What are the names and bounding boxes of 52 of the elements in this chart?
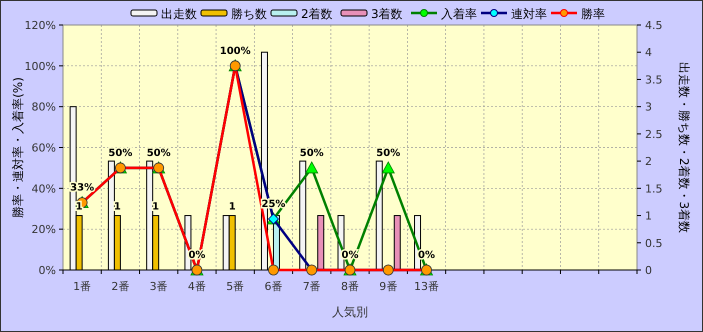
- data-label: 50%: [108, 148, 132, 159]
- y-tick-label: 100%: [24, 60, 56, 73]
- data-label: 100%: [220, 46, 251, 57]
- y2-tick-label: 1.5: [645, 182, 662, 196]
- x-tick-label: 7番: [302, 280, 321, 293]
- x-tick-label: 2番: [111, 280, 130, 293]
- y2-tick-label: 4.5: [645, 19, 662, 32]
- x-tick-label: 3番: [150, 280, 168, 293]
- x-tick-label: 1番: [73, 280, 92, 293]
- bar: [376, 160, 383, 270]
- legend-label: 3着数: [371, 7, 403, 21]
- x-tick-label: 4番: [188, 280, 206, 293]
- legend-label: 出走数: [161, 7, 197, 21]
- bar: [394, 215, 401, 270]
- y-tick-label: 60%: [32, 142, 56, 154]
- legend-label: 勝ち数: [231, 7, 267, 21]
- legend-label: 連対率: [511, 7, 547, 21]
- data-label: 1: [228, 202, 236, 213]
- x-tick-label: 5番: [226, 280, 244, 293]
- y-tick-label: 80%: [32, 100, 56, 114]
- y2-tick-label: 1: [645, 210, 652, 223]
- legend-label: 勝率: [581, 7, 605, 21]
- data-label: 1: [152, 202, 160, 213]
- point: [382, 162, 395, 174]
- y2-tick-label: 3.5: [645, 73, 662, 86]
- y2-tick-label: 0.5: [645, 236, 662, 250]
- data-label: 1: [76, 202, 83, 213]
- data-label: 50%: [376, 148, 400, 159]
- data-label: 50%: [146, 148, 171, 159]
- y2-tick-label: 2.5: [645, 128, 662, 141]
- y2-tick-label: 4: [645, 46, 652, 60]
- y2-tick-label: 3: [645, 100, 652, 114]
- y-tick-label: 20%: [32, 223, 56, 236]
- y-tick-label: 0%: [38, 264, 56, 277]
- data-label: 1: [114, 202, 121, 213]
- legend-label: 入着率: [441, 7, 477, 21]
- x-axis-title: 人気別: [332, 305, 368, 319]
- x-tick-label: 13番: [414, 280, 440, 293]
- legend-label: 2着数: [301, 7, 333, 21]
- x-tick-label: 6番: [264, 280, 282, 293]
- x-tick-label: 9番: [379, 280, 398, 293]
- point: [305, 162, 318, 174]
- y-tick-label: 120%: [24, 19, 56, 32]
- y-tick-label: 40%: [32, 182, 56, 196]
- y2-axis-title: 出走数・勝ち数・2着数・3着数: [677, 62, 691, 234]
- bar: [317, 215, 324, 270]
- y-axis-title: 勝率・連対率・入着率(%): [11, 77, 25, 218]
- y2-tick-label: 2: [645, 155, 652, 168]
- x-tick-label: 8番: [341, 280, 359, 293]
- y2-tick-label: 0: [645, 264, 652, 277]
- bar: [299, 160, 306, 270]
- data-label: 50%: [300, 148, 324, 159]
